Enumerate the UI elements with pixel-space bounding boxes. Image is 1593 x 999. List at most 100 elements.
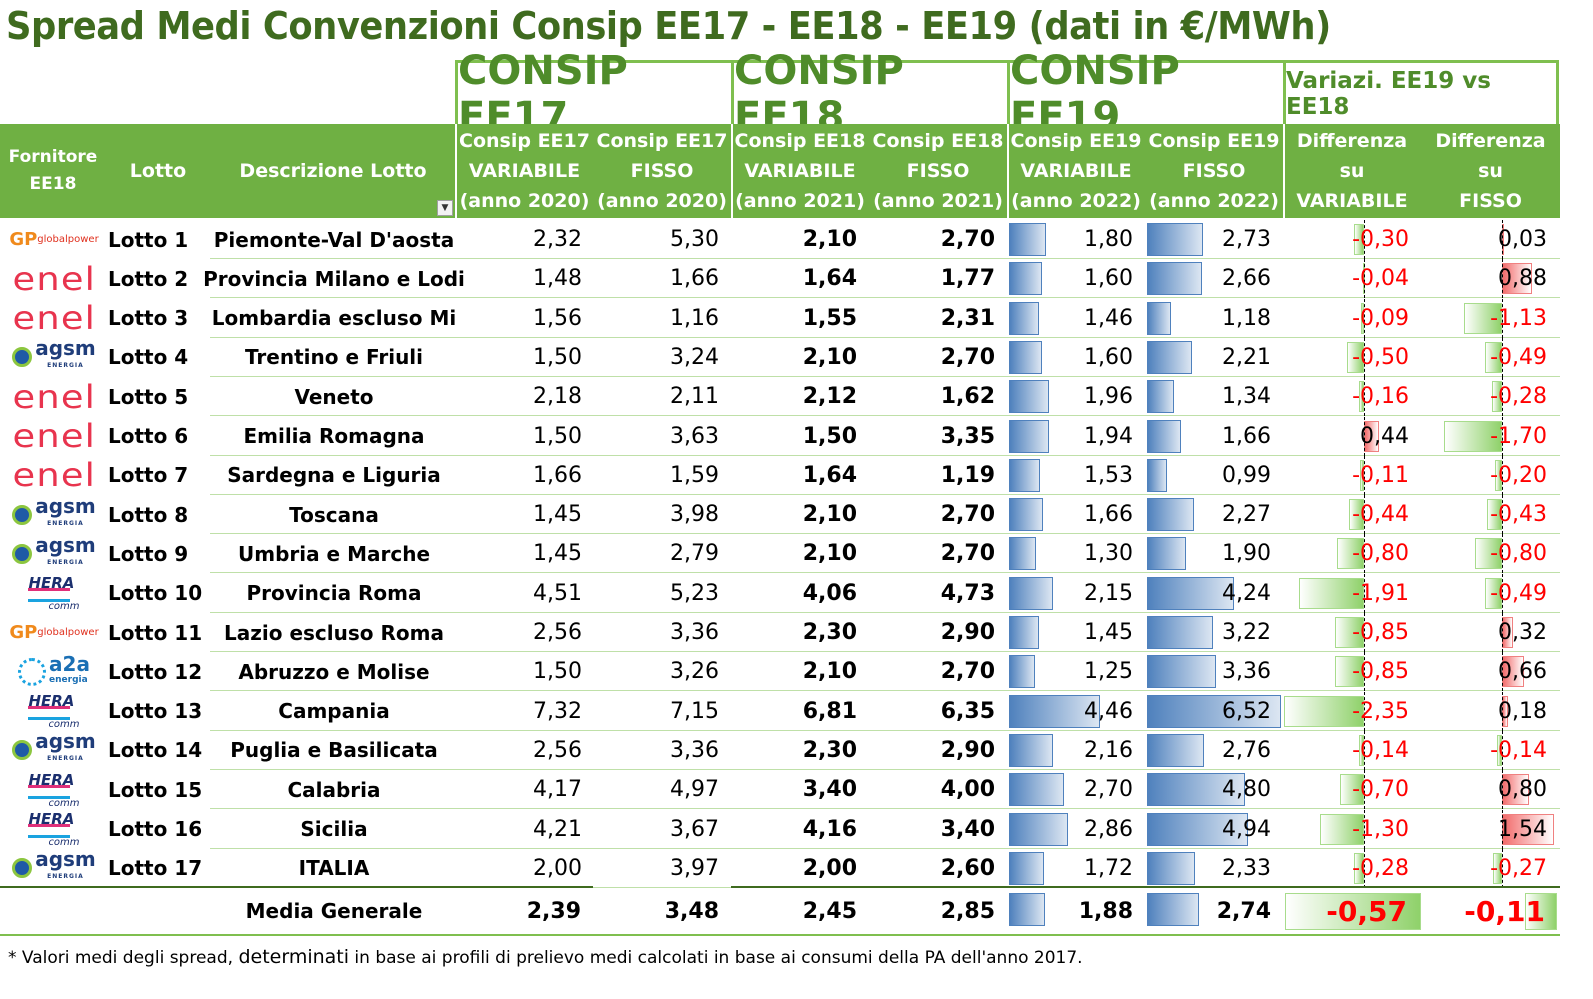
differenza-fisso-value: -0,43	[1490, 502, 1547, 528]
supplier-logo: agsm ENERGIA	[6, 338, 102, 377]
globalpower-logo: GP globalpower	[9, 229, 98, 250]
row-divider	[210, 808, 1560, 810]
lotto-label: Lotto 3	[108, 306, 189, 331]
diff-fisso-axis	[1502, 730, 1503, 770]
diff-variabile-bar	[1347, 341, 1364, 373]
ee19-variabile-value: 1,25	[1084, 659, 1133, 685]
diff-fisso-axis	[1502, 377, 1503, 417]
supplier-logo: HERA comm	[6, 574, 102, 613]
ee18-variabile-value: 1,55	[802, 305, 857, 331]
ee17-variabile-value: 2,00	[533, 855, 582, 881]
header-separator	[731, 124, 733, 218]
diff-fisso-bar	[1492, 381, 1502, 413]
ee17-variabile-value: 4,17	[533, 777, 582, 803]
lotto-label: Lotto 10	[108, 581, 203, 606]
header-ee19-fisso: Consip EE19 FISSO (anno 2022)	[1148, 130, 1280, 212]
ee18-fisso-value: 1,19	[940, 462, 995, 488]
agsm-logo-text: agsm	[35, 336, 96, 361]
lotto-description: Puglia e Basilicata	[230, 738, 438, 763]
agsm-logo: agsm ENERGIA	[12, 849, 96, 886]
diff-fisso-bar	[1474, 538, 1502, 570]
filter-dropdown-icon[interactable]: ▼	[437, 200, 453, 216]
ee18-fisso-value: 2,70	[940, 502, 995, 528]
footnote-part-2: in base ai profili di prelievo medi calc…	[349, 948, 1083, 968]
diff-variabile-bar	[1360, 302, 1364, 334]
hera-logo-subtext: comm	[48, 797, 80, 809]
ee19-variabile-bar	[1009, 340, 1042, 374]
ee18-variabile-value: 2,10	[802, 541, 857, 567]
ee17-variabile-value: 2,56	[533, 620, 582, 645]
lotto-description: Provincia Milano e Lodi	[203, 266, 465, 291]
differenza-variabile-value: 0,44	[1360, 423, 1409, 449]
differenza-fisso-value: -1,70	[1490, 423, 1547, 449]
ee19-fisso-value: 2,73	[1222, 227, 1271, 252]
row-divider	[210, 611, 1560, 613]
page-title: Spread Medi Convenzioni Consip EE17 - EE…	[6, 4, 1331, 48]
header-differenza-fisso: Differenza su FISSO	[1435, 130, 1546, 212]
diff-fisso-axis	[1502, 809, 1503, 849]
table-row: a2a energia Lotto 12 Abruzzo e Molise 1,50 3,…	[0, 651, 1560, 692]
differenza-variabile-value: -0,44	[1352, 502, 1409, 528]
ee17-variabile-value: 2,56	[533, 737, 582, 763]
ee18-fisso-value: 2,90	[940, 737, 995, 763]
agsm-logo-text: agsm	[35, 532, 96, 557]
diff-fisso-total-bar	[1525, 893, 1557, 930]
ee18-variabile-value: 1,64	[802, 266, 857, 292]
lotto-label: Lotto 12	[108, 659, 203, 684]
total-ee17-fisso: 3,48	[664, 898, 719, 924]
ee18-fisso-value: 2,60	[940, 855, 995, 881]
differenza-variabile-value: -0,85	[1352, 659, 1409, 685]
ee17-variabile-value: 2,32	[533, 227, 582, 252]
agsm-dot-icon	[12, 740, 33, 761]
diff-fisso-axis	[1502, 455, 1503, 495]
diff-variabile-bar	[1353, 224, 1364, 255]
ee18-fisso-value: 3,35	[940, 423, 995, 449]
ee17-fisso-value: 2,11	[670, 384, 719, 410]
total-ee18-variabile: 2,45	[802, 898, 857, 924]
differenza-fisso-value: -0,80	[1490, 541, 1547, 567]
differenza-variabile-value: -0,14	[1352, 737, 1409, 763]
supplier-logo: agsm ENERGIA	[6, 849, 102, 888]
ee19-variabile-bar	[1009, 576, 1054, 610]
lotto-label: Lotto 5	[108, 384, 189, 409]
header-fornitore: Fornitore EE18	[8, 147, 98, 194]
agsm-logo-subtext: ENERGIA	[47, 873, 84, 881]
band-ee18: CONSIP EE18	[731, 48, 1007, 140]
total-ee19-variabile: 1,88	[1078, 898, 1133, 924]
ee19-variabile-value: 1,72	[1084, 855, 1133, 881]
lotto-label: Lotto 2	[108, 266, 189, 291]
supplier-logo: agsm ENERGIA	[6, 534, 102, 573]
ee17-variabile-value: 4,51	[533, 580, 582, 606]
ee19-variabile-value: 2,70	[1084, 777, 1133, 803]
ee19-fisso-value: 1,66	[1222, 423, 1271, 449]
lotto-label: Lotto 14	[108, 738, 203, 763]
ee17-variabile-value: 1,50	[533, 423, 582, 449]
header-ee17-fisso: Consip EE17 FISSO (anno 2020)	[596, 130, 728, 212]
differenza-fisso-value: -0,49	[1490, 580, 1547, 606]
supplier-logo: enel	[6, 456, 102, 495]
differenza-variabile-value: -0,50	[1352, 344, 1409, 370]
diff-fisso-axis	[1502, 848, 1503, 888]
ee19-variabile-value: 1,53	[1084, 462, 1133, 488]
agsm-logo-subtext: ENERGIA	[47, 558, 84, 566]
a2a-logo-text: a2a	[49, 651, 90, 676]
table-row: enel Lotto 7 Sardegna e Liguria 1,66 1,59 1,6…	[0, 455, 1560, 495]
diff-variabile-bar	[1340, 774, 1364, 806]
ee17-fisso-value: 4,97	[670, 777, 719, 803]
differenza-variabile-value: -0,09	[1352, 305, 1409, 331]
ee18-variabile-value: 4,16	[802, 816, 857, 842]
lotto-description: Lombardia escluso Mi	[211, 306, 457, 331]
ee17-variabile-value: 2,18	[533, 384, 582, 410]
differenza-variabile-value: -0,80	[1352, 541, 1409, 567]
hera-logo: HERA comm	[28, 574, 80, 612]
table-header	[0, 124, 1560, 218]
row-divider	[210, 336, 1560, 338]
header-differenza-variabile: Differenza su VARIABILE	[1296, 130, 1408, 212]
ee19-variabile-value: 1,80	[1084, 227, 1133, 252]
hera-logo: HERA comm	[28, 771, 80, 809]
ee19-fisso-bar	[1147, 694, 1281, 728]
supplier-logo: agsm ENERGIA	[6, 495, 102, 534]
lotto-label: Lotto 7	[108, 463, 189, 488]
header-descrizione: Descrizione Lotto	[239, 160, 427, 182]
ee17-fisso-value: 3,36	[670, 737, 719, 763]
